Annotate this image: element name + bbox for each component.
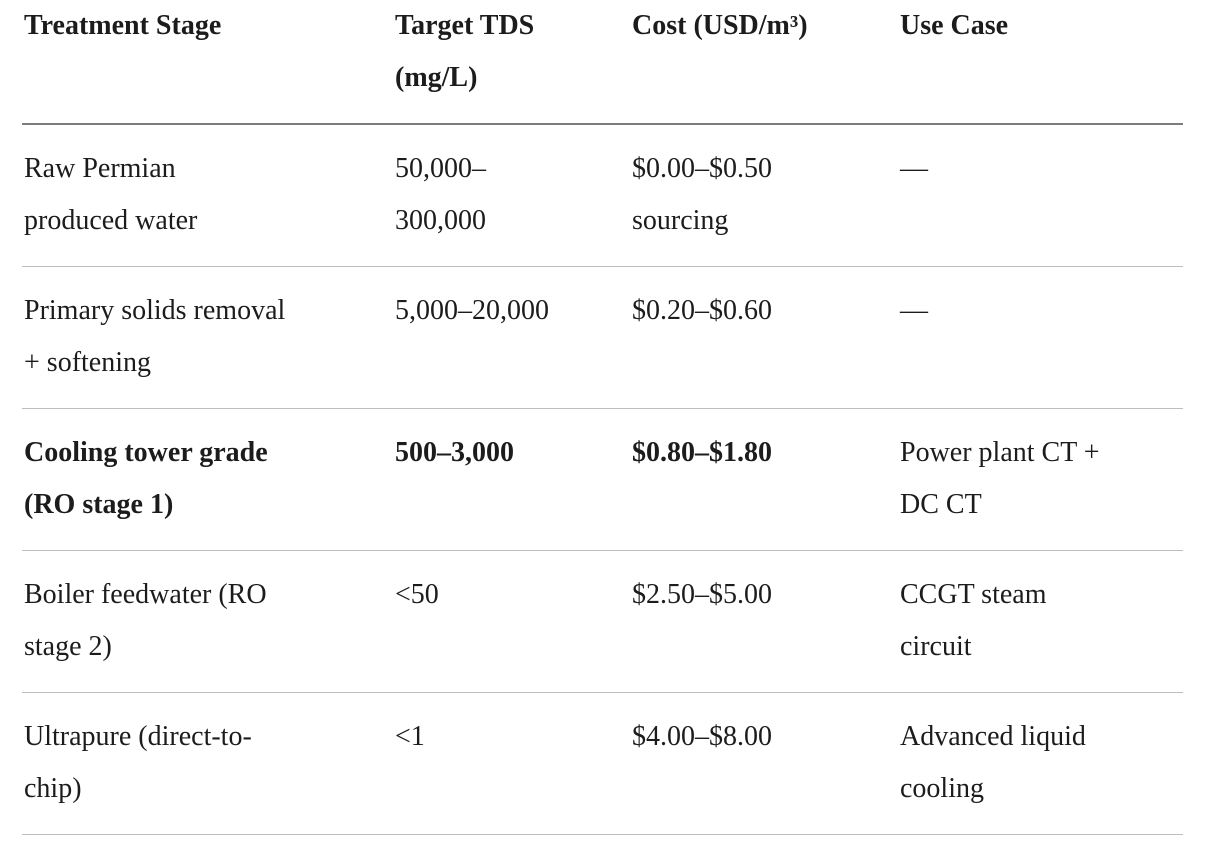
table-row: Primary solids removal + softening 5,000…: [22, 266, 1183, 409]
cell-target-tds: <50: [393, 550, 630, 693]
cell-target-tds: 5,000–20,000: [393, 266, 630, 409]
cell-stage: Ultrapure (direct-to- chip): [22, 692, 393, 835]
cell-cost: $0.20–$0.60: [630, 266, 898, 409]
cell-cost: $2.50–$5.00: [630, 550, 898, 693]
cell-use-case: Advanced liquid cooling: [898, 692, 1183, 835]
cell-use-case: Power plant CT + DC CT: [898, 408, 1183, 551]
cell-cost: $0.00–$0.50 sourcing: [630, 124, 898, 267]
cell-cost: $0.80–$1.80: [630, 408, 898, 551]
cell-stage: Primary solids removal + softening: [22, 266, 393, 409]
cell-stage: Raw Permian produced water: [22, 124, 393, 267]
header-row: Treatment Stage Target TDS (mg/L) Cost (…: [22, 0, 1183, 125]
cell-use-case: —: [898, 266, 1183, 409]
table-row: Raw Permian produced water 50,000– 300,0…: [22, 124, 1183, 267]
cell-stage: Cooling tower grade (RO stage 1): [22, 408, 393, 551]
table-row: Ultrapure (direct-to- chip) <1 $4.00–$8.…: [22, 692, 1183, 835]
header-cell-treatment-stage: Treatment Stage: [22, 0, 393, 125]
header-cell-use-case: Use Case: [898, 0, 1183, 125]
cell-stage: Boiler feedwater (RO stage 2): [22, 550, 393, 693]
cell-target-tds: <1: [393, 692, 630, 835]
cell-target-tds: 500–3,000: [393, 408, 630, 551]
table-row: Cooling tower grade (RO stage 1) 500–3,0…: [22, 408, 1183, 551]
header-cell-cost: Cost (USD/m³): [630, 0, 898, 125]
cell-target-tds: 50,000– 300,000: [393, 124, 630, 267]
cell-cost: $4.00–$8.00: [630, 692, 898, 835]
cell-use-case: CCGT steam circuit: [898, 550, 1183, 693]
treatment-stages-table: Treatment Stage Target TDS (mg/L) Cost (…: [22, 0, 1183, 835]
table-row: Boiler feedwater (RO stage 2) <50 $2.50–…: [22, 550, 1183, 693]
header-cell-target-tds: Target TDS (mg/L): [393, 0, 630, 125]
cell-use-case: —: [898, 124, 1183, 267]
